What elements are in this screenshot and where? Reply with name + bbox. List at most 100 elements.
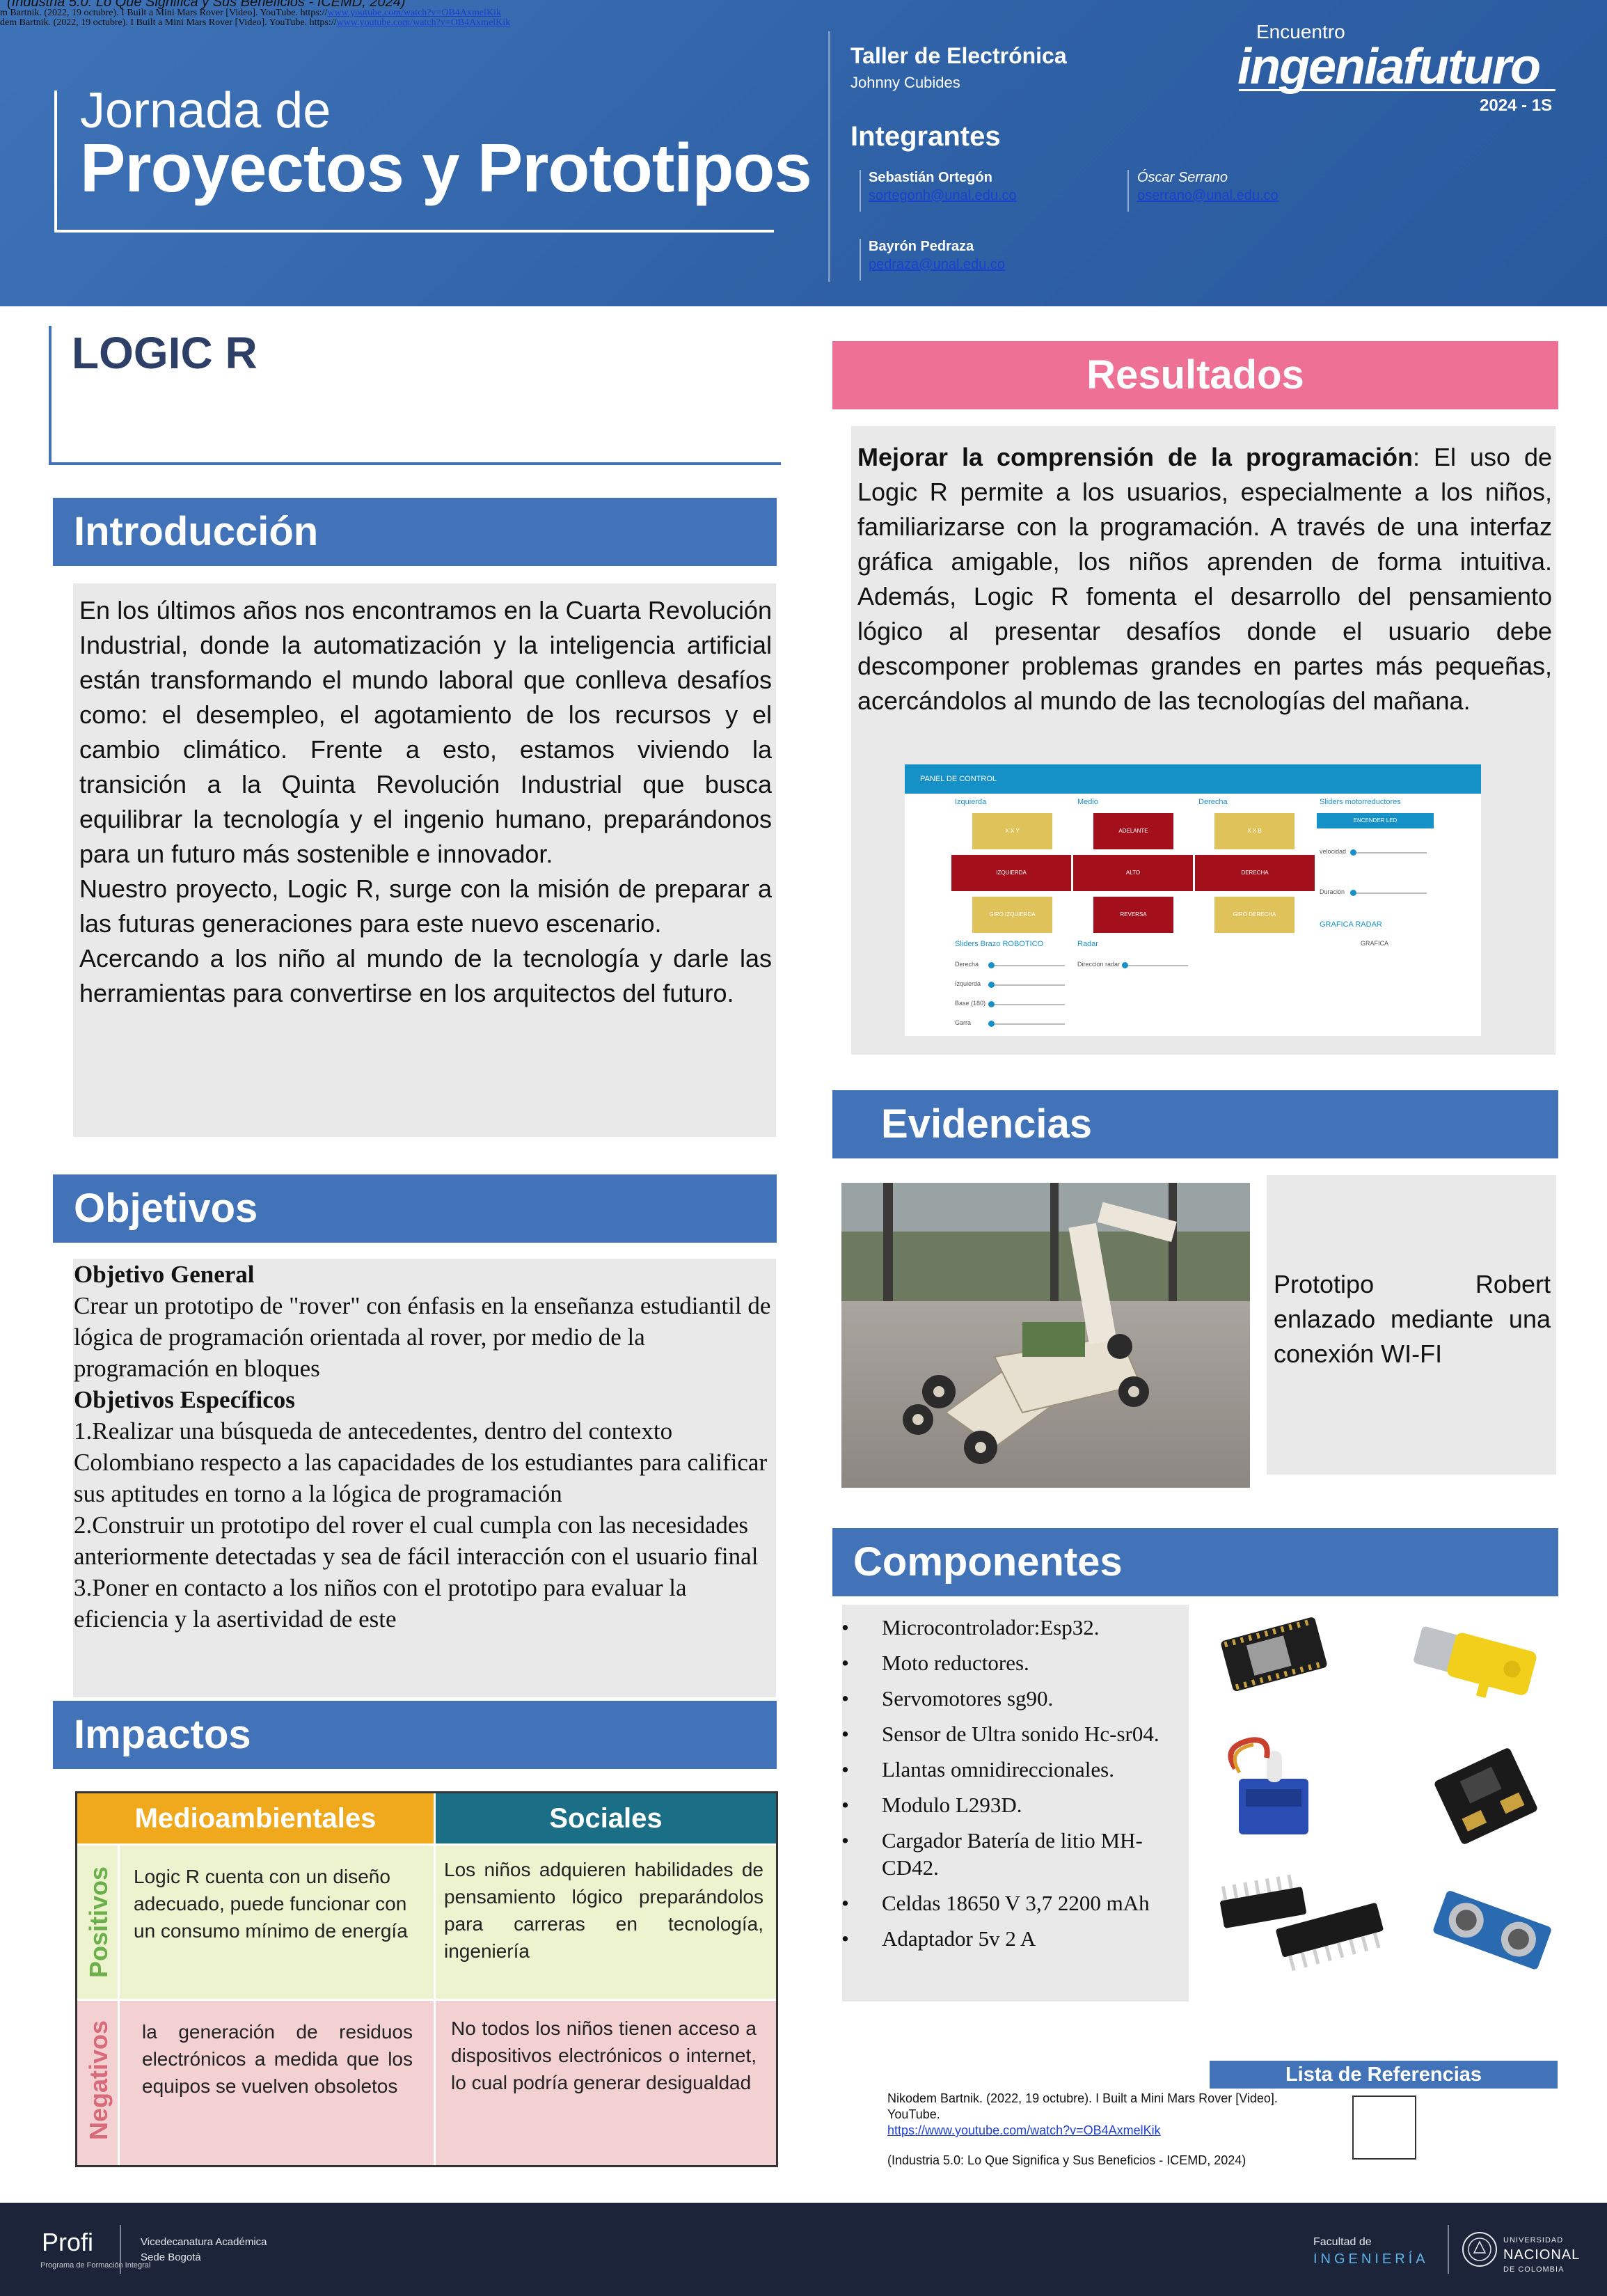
event-title-line-2: Proyectos y Prototipos	[80, 129, 812, 206]
header-ref-line-2: m Bartnik. (2022, 19 octubre). I Built a…	[0, 8, 501, 18]
header-banner	[0, 0, 1607, 306]
panel-btn-alto[interactable]: ALTO	[1073, 855, 1193, 891]
components-heading: Componentes	[832, 1528, 1558, 1596]
slider-knob[interactable]	[988, 982, 995, 988]
component-item: • Microcontrolador:Esp32.	[841, 1615, 1100, 1640]
panel-btn-derecha[interactable]: DERECHA	[1195, 855, 1315, 891]
impacts-table	[75, 1791, 778, 2167]
header-ref-link-1[interactable]: www.youtube.com/watch?v=OB4AxmelKik	[327, 8, 501, 18]
panel-grafica-label: GRAFICA	[1361, 940, 1389, 947]
member-email-2[interactable]: oserrano@unal.edu.co	[1137, 188, 1279, 203]
panel-btn-adelante[interactable]: ADELANTE	[1093, 813, 1173, 849]
member-name-3: Bayrón Pedraza	[869, 239, 974, 254]
members-title: Integrantes	[850, 121, 1001, 152]
esp32-board-image	[1221, 1617, 1327, 1692]
slider-knob[interactable]	[988, 962, 995, 968]
qr-code-placeholder	[1352, 2096, 1416, 2160]
member-email-3[interactable]: pedraza@unal.edu.co	[869, 257, 1005, 272]
panel-slider-derecha[interactable]	[988, 965, 1065, 966]
panel-direccion-radar-label: Direccion radar	[1077, 961, 1121, 968]
logo-encuentro-text: Encuentro	[1256, 21, 1345, 42]
evidence-caption: Prototipo Robert enlazado mediante una c…	[1274, 1270, 1551, 1368]
intro-paragraph-1: En los últimos años nos encontramos en l…	[79, 596, 772, 868]
university-label-1: UNIVERSIDAD	[1503, 2236, 1564, 2244]
prototype-photo-illustration	[841, 1183, 1250, 1488]
panel-btn-x1[interactable]: X X Y	[972, 813, 1052, 849]
panel-col-left: Izquierda	[955, 798, 987, 806]
workshop-title: Taller de Electrónica	[850, 43, 1067, 68]
ultrasonic-sensor-image	[1433, 1891, 1551, 1969]
project-title: LOGIC R	[72, 328, 258, 378]
header-ref-line-3: dem Bartnik. (2022, 19 octubre). I Built…	[0, 17, 511, 28]
panel-col-mid: Medio	[1077, 798, 1098, 806]
references-heading: Lista de Referencias	[1210, 2061, 1558, 2089]
specific-objectives-title: Objetivos Específicos	[74, 1386, 295, 1413]
panel-btn-reversa[interactable]: REVERSA	[1093, 897, 1173, 933]
results-lead: Mejorar la comprensión de la programació…	[857, 443, 1413, 471]
university-seal-icon	[1462, 2232, 1497, 2267]
panel-btn-izquierda[interactable]: IZQUIERDA	[951, 855, 1071, 891]
intro-text: En los últimos años nos encontramos en l…	[79, 593, 772, 1011]
control-panel-bar: PANEL DE CONTROL	[905, 764, 1481, 794]
panel-btn-giro-derecha[interactable]: GIRO DERECHA	[1214, 897, 1295, 933]
event-title-line-1: Jornada de	[80, 83, 331, 139]
general-objective-title: Objetivo General	[74, 1261, 255, 1288]
impacts-row-positive-label: Positivos	[84, 1866, 113, 1978]
objectives-box	[73, 1259, 776, 1697]
impact-negative-social: No todos los niños tienen acceso a dispo…	[436, 2001, 776, 2165]
sede-label: Sede Bogotá	[141, 2251, 201, 2263]
results-text: Mejorar la comprensión de la programació…	[857, 440, 1552, 718]
component-item: • Sensor de Ultra sonido Hc-sr04.	[841, 1722, 1159, 1746]
faculty-label-top: Facultad de	[1313, 2236, 1372, 2248]
university-label-2: NACIONAL	[1503, 2247, 1581, 2263]
impacts-row-negative-side	[77, 2001, 118, 2165]
university-label-3: DE COLOMBIA	[1503, 2265, 1565, 2274]
member-bar	[1127, 170, 1129, 212]
impacts-row-positive-side	[77, 1846, 118, 1999]
panel-slider-izquierda[interactable]	[988, 984, 1065, 986]
panel-slider-base[interactable]	[988, 1004, 1065, 1005]
panel-btn-giro-izquierda[interactable]: GIRO IZQUIERDA	[972, 897, 1052, 933]
panel-duracion-label: Duración	[1320, 888, 1345, 895]
references-text: Nikodem Bartnik. (2022, 19 octubre). I B…	[887, 2091, 1326, 2169]
slider-knob[interactable]	[988, 1021, 995, 1027]
panel-slider-garra[interactable]	[988, 1023, 1065, 1025]
objectives-text: Objetivo General Crear un prototipo de "…	[74, 1259, 777, 1635]
slider-knob[interactable]	[1122, 962, 1128, 968]
workshop-teacher: Johnny Cubides	[850, 74, 960, 91]
panel-direccion-radar-slider[interactable]	[1122, 965, 1188, 966]
panel-btn-encender-led[interactable]: ENCENDER LED	[1317, 813, 1434, 828]
intro-box	[73, 583, 776, 1137]
objectives-heading: Objetivos	[53, 1174, 777, 1243]
header-ref-link-2[interactable]: www.youtube.com/watch?v=OB4AxmelKik	[336, 17, 511, 28]
slider-knob[interactable]	[1350, 849, 1356, 856]
impact-negative-environmental: la generación de residuos electrónicos a…	[120, 2001, 434, 2165]
profi-logo: Profi	[42, 2228, 94, 2256]
reference-2: (Industria 5.0: Lo Que Significa y Sus B…	[887, 2153, 1246, 2167]
panel-brazo-title: Sliders Brazo ROBOTICO	[955, 940, 1044, 948]
panel-btn-x2[interactable]: X X B	[1214, 813, 1295, 849]
panel-col-sliders: Sliders motorreductores	[1320, 798, 1401, 806]
panel-radar-title: Radar	[1077, 940, 1098, 948]
intro-paragraph-2: Nuestro proyecto, Logic R, surge con la …	[79, 874, 772, 938]
intro-paragraph-3: Acercando a los niño al mundo de la tecn…	[79, 944, 772, 1007]
intro-heading: Introducción	[53, 498, 777, 566]
panel-velocidad-slider[interactable]	[1350, 852, 1427, 854]
component-item: • Cargador Batería de litio MH-CD42.	[841, 1828, 1143, 1880]
panel-duracion-slider[interactable]	[1350, 893, 1427, 894]
component-item: • Llantas omnidireccionales.	[841, 1757, 1114, 1782]
results-body: : El uso de Logic R permite a los usuari…	[857, 443, 1552, 715]
reference-1-link[interactable]: https://www.youtube.com/watch?v=OB4Axmel…	[887, 2123, 1161, 2137]
ingenia-futuro-logo: ingeniafuturo	[1237, 39, 1541, 95]
impact-positive-environmental: Logic R cuenta con un diseño adecuado, p…	[120, 1846, 434, 1999]
slider-knob[interactable]	[988, 1001, 995, 1007]
logo-underline	[1239, 89, 1555, 91]
l293d-module-image	[1434, 1748, 1537, 1844]
slider-knob[interactable]	[1350, 890, 1356, 896]
footer-bar	[0, 2203, 1607, 2296]
member-email-1[interactable]: sortegonh@unal.edu.co	[869, 188, 1017, 203]
component-item: • Adaptador 5v 2 A	[841, 1926, 1036, 1951]
results-heading: Resultados	[832, 341, 1558, 409]
panel-velocidad-label: velocidad	[1320, 848, 1347, 855]
footer-divider	[120, 2225, 121, 2274]
